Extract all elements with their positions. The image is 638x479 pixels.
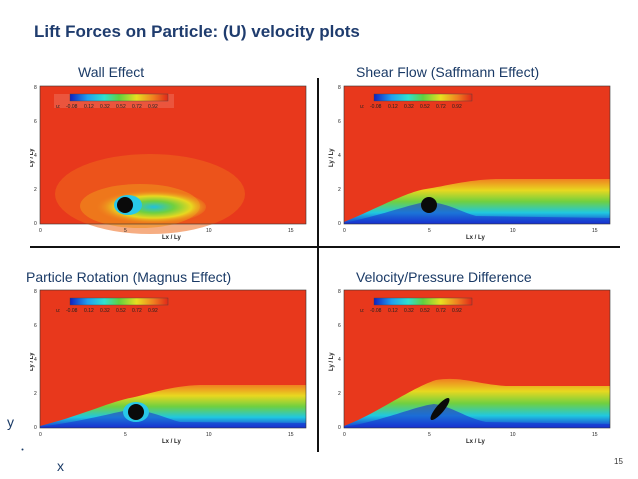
- colorbar-level: 0.72: [436, 308, 446, 314]
- plot-shear-flow: u: -0.08 0.12 0.32 0.52 0.72 0.92 0 2 4 …: [326, 84, 616, 244]
- colorbar-level: 0.12: [388, 308, 398, 314]
- ytick: 0: [338, 425, 341, 431]
- ytick: 0: [34, 425, 37, 431]
- xtick: 15: [592, 432, 598, 438]
- colorbar-var: u:: [360, 308, 364, 314]
- ytick: 8: [34, 289, 37, 295]
- colorbar-level: 0.72: [132, 308, 142, 314]
- ytick: 6: [34, 119, 37, 125]
- origin-arrow-icon: [21, 448, 24, 451]
- y-axis-letter: y: [7, 414, 14, 430]
- ytick: 2: [34, 187, 37, 193]
- x-axis-label: Lx / Ly: [466, 235, 485, 241]
- xtick: 15: [592, 228, 598, 234]
- colorbar-var: u:: [56, 104, 60, 110]
- ytick: 6: [338, 119, 341, 125]
- plot-wall-effect: u: -0.08 0.12 0.32 0.52 0.72 0.92 0 2 4 …: [30, 84, 312, 244]
- xtick: 0: [39, 432, 42, 438]
- colorbar-level: 0.72: [132, 104, 142, 110]
- xtick: 5: [428, 228, 431, 234]
- colorbar-level: 0.12: [84, 308, 94, 314]
- xtick: 15: [288, 228, 294, 234]
- ytick: 2: [338, 391, 341, 397]
- colorbar-level: 0.12: [84, 104, 94, 110]
- panel-label-wall-effect: Wall Effect: [78, 64, 145, 80]
- panel-label-particle-rotation: Particle Rotation (Magnus Effect): [26, 269, 232, 285]
- horizontal-divider: [30, 246, 620, 248]
- xtick: 0: [343, 432, 346, 438]
- y-axis-label: Ly / Ly: [30, 148, 35, 167]
- ytick: 2: [338, 187, 341, 193]
- xtick: 0: [343, 228, 346, 234]
- x-axis-label: Lx / Ly: [162, 439, 181, 445]
- colorbar-level: 0.32: [404, 104, 414, 110]
- colorbar-level: 0.52: [116, 104, 126, 110]
- colorbar-level: 0.32: [100, 308, 110, 314]
- panel-label-velocity-pressure: Velocity/Pressure Difference: [356, 269, 532, 285]
- ytick: 4: [34, 357, 37, 363]
- y-axis-label: Ly / Ly: [329, 148, 335, 167]
- y-axis-label: Ly / Ly: [30, 352, 35, 371]
- panel-label-shear-flow: Shear Flow (Saffmann Effect): [356, 64, 540, 80]
- colorbar-level: 0.92: [148, 104, 158, 110]
- xtick: 5: [124, 228, 127, 234]
- colorbar-level: 0.92: [452, 104, 462, 110]
- ytick: 2: [34, 391, 37, 397]
- ytick: 0: [338, 221, 341, 227]
- colorbar-level: -0.08: [370, 104, 382, 110]
- xtick: 10: [510, 228, 516, 234]
- ytick: 8: [338, 289, 341, 295]
- x-axis-letter: x: [57, 458, 64, 474]
- slide-title: Lift Forces on Particle: (U) velocity pl…: [34, 22, 360, 41]
- ytick: 0: [34, 221, 37, 227]
- colorbar-level: 0.52: [116, 308, 126, 314]
- page-number: 15: [614, 457, 623, 466]
- colorbar-level: -0.08: [66, 104, 78, 110]
- colorbar-level: 0.92: [148, 308, 158, 314]
- colorbar-level: -0.08: [66, 308, 78, 314]
- xtick: 0: [39, 228, 42, 234]
- colorbar-level: 0.52: [420, 104, 430, 110]
- x-axis-label: Lx / Ly: [466, 439, 485, 445]
- xtick: 15: [288, 432, 294, 438]
- ytick: 8: [338, 85, 341, 91]
- ytick: 4: [338, 153, 341, 159]
- xtick: 10: [510, 432, 516, 438]
- colorbar-level: 0.92: [452, 308, 462, 314]
- colorbar-level: 0.12: [388, 104, 398, 110]
- colorbar-var: u:: [360, 104, 364, 110]
- vertical-divider: [317, 78, 319, 452]
- ytick: 6: [34, 323, 37, 329]
- xtick: 10: [206, 432, 212, 438]
- ytick: 4: [34, 153, 37, 159]
- colorbar-level: -0.08: [370, 308, 382, 314]
- ytick: 4: [338, 357, 341, 363]
- colorbar-var: u:: [56, 308, 60, 314]
- colorbar-level: 0.32: [404, 308, 414, 314]
- x-axis-label: Lx / Ly: [162, 235, 181, 241]
- y-axis-label: Ly / Ly: [329, 352, 335, 371]
- colorbar-level: 0.52: [420, 308, 430, 314]
- plot-velocity-pressure: u: -0.08 0.12 0.32 0.52 0.72 0.92 0 2 4 …: [326, 288, 616, 448]
- colorbar-level: 0.72: [436, 104, 446, 110]
- ytick: 6: [338, 323, 341, 329]
- xtick: 5: [428, 432, 431, 438]
- plot-particle-rotation: u: -0.08 0.12 0.32 0.52 0.72 0.92 0 2 4 …: [30, 288, 312, 448]
- xtick: 10: [206, 228, 212, 234]
- xtick: 5: [124, 432, 127, 438]
- ytick: 8: [34, 85, 37, 91]
- colorbar-level: 0.32: [100, 104, 110, 110]
